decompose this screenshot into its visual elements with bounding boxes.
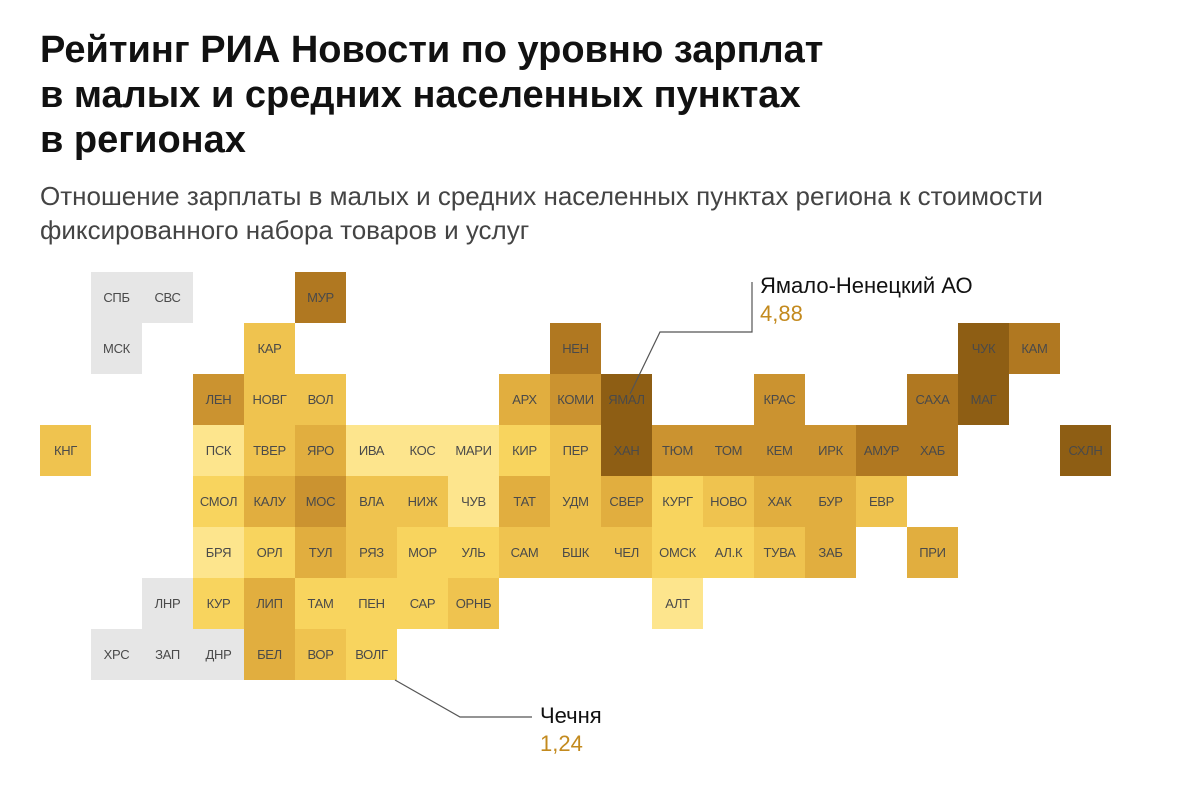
callout-chechnya: Чечня 1,24 bbox=[540, 702, 602, 757]
callout-value: 1,24 bbox=[540, 730, 602, 758]
chart-title: Рейтинг РИА Новости по уровню зарплатв м… bbox=[40, 28, 1160, 162]
chart-subtitle: Отношение зарплаты в малых и средних нас… bbox=[40, 180, 1160, 248]
callout-leader-line bbox=[40, 272, 1160, 752]
cartogram: СПБСВСМУРМСККАРНЕНЧУККАМЛЕННОВГВОЛАРХКОМ… bbox=[40, 272, 1160, 752]
callout-name: Чечня bbox=[540, 702, 602, 730]
